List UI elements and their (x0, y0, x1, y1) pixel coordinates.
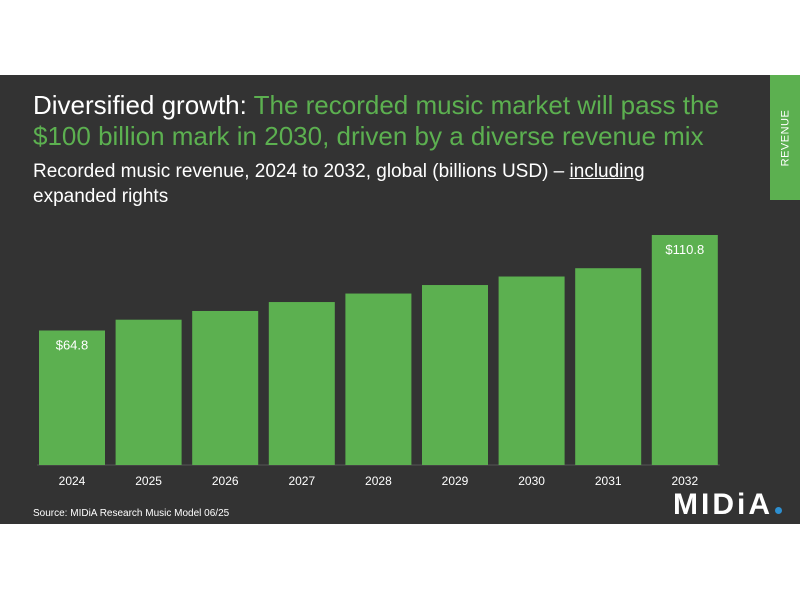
section-tab: REVENUE (770, 75, 800, 200)
bar-chart: 2024 2025 2026 2027 2028 2029 2030 2031 2032 $64.… (37, 235, 720, 488)
subtitle-tail: expanded rights (33, 186, 169, 207)
source-note: Source: MIDiA Research Music Model 06/25 (33, 508, 230, 519)
data-label-2032: $110.8 (665, 242, 704, 257)
bar-2030 (498, 276, 565, 465)
logo-text: MIDiA (673, 488, 773, 521)
x-tick-label-2028: 2028 (365, 474, 392, 488)
data-label-2024: $64.8 (56, 337, 89, 352)
bar-2026 (192, 310, 259, 465)
headline-statement: The recorded music market will pass the … (33, 90, 719, 151)
chart-subtitle: Recorded music revenue, 2024 to 2032, gl… (33, 159, 733, 209)
bar-2028 (345, 293, 412, 465)
bar-2027 (268, 302, 335, 465)
bar-2024 (39, 330, 105, 465)
x-tick-label-2024: 2024 (59, 474, 86, 488)
bar-2031 (575, 268, 642, 465)
logo-dot-icon (775, 507, 782, 514)
x-tick-label-2031: 2031 (595, 474, 622, 488)
bar-2032 (651, 235, 718, 465)
headline-lead: Diversified growth: (33, 90, 247, 120)
x-tick-label-2026: 2026 (212, 474, 239, 488)
bar-2025 (115, 319, 182, 465)
x-tick-label-2027: 2027 (288, 474, 315, 488)
brand-logo: MIDiA (673, 488, 782, 522)
x-tick-label-2029: 2029 (442, 474, 469, 488)
slide: Diversified growth: The recorded music m… (0, 75, 800, 524)
x-tick-label-2030: 2030 (518, 474, 545, 488)
subtitle-text: Recorded music revenue, 2024 to 2032, gl… (33, 161, 565, 182)
x-tick-label-2025: 2025 (135, 474, 162, 488)
bar-2029 (422, 285, 488, 465)
page-title: Diversified growth: The recorded music m… (33, 90, 733, 152)
x-tick-label-2032: 2032 (671, 474, 698, 488)
subtitle-underlined: including (569, 161, 645, 182)
